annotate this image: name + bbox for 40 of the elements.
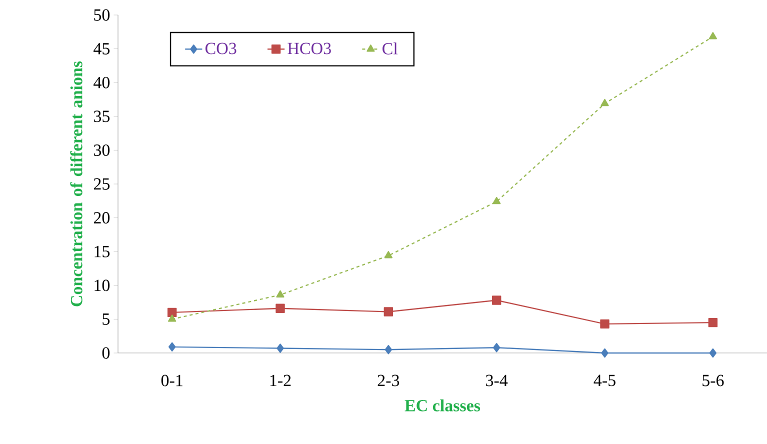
x-tick-label: 2-3 <box>378 374 400 386</box>
point <box>276 290 284 298</box>
y-tick-label: 40 <box>94 76 110 88</box>
y-tick-label: 50 <box>94 9 110 21</box>
y-tick-label: 0 <box>102 347 110 359</box>
y-tick-label: 30 <box>94 144 110 156</box>
point <box>708 318 718 328</box>
legend-label: CO3 <box>205 42 236 54</box>
point <box>384 251 392 258</box>
y-tick-label: 15 <box>94 246 110 258</box>
point <box>167 308 177 318</box>
x-tick-label: 4-5 <box>594 374 616 386</box>
x-axis-title: EC classes <box>404 399 480 412</box>
legend-label: Cl <box>382 42 398 54</box>
x-tick-label: 5-6 <box>702 374 724 386</box>
y-tick-label: 45 <box>94 43 110 54</box>
x-tick-label: 1-2 <box>270 374 291 386</box>
y-tick-label: 10 <box>94 280 110 292</box>
point <box>168 342 176 352</box>
x-tick-label: 3-4 <box>486 374 508 386</box>
y-tick-label: 35 <box>94 110 110 122</box>
y-tick-label: 25 <box>94 178 110 190</box>
point <box>601 348 608 358</box>
point <box>600 319 610 329</box>
point <box>492 296 502 305</box>
y-axis-title: Concentration of different anions <box>70 61 82 306</box>
point <box>276 344 284 353</box>
point <box>708 32 717 40</box>
point <box>384 307 394 316</box>
point <box>276 304 285 313</box>
point <box>492 196 501 204</box>
y-tick-label: 20 <box>94 212 110 224</box>
y-tick-label: 5 <box>102 314 110 325</box>
point <box>709 348 717 358</box>
point <box>384 345 392 354</box>
point <box>600 98 609 106</box>
point <box>492 342 500 352</box>
point <box>168 314 176 322</box>
x-tick-label: 0-1 <box>161 374 182 386</box>
legend-label: HCO3 <box>288 42 331 54</box>
